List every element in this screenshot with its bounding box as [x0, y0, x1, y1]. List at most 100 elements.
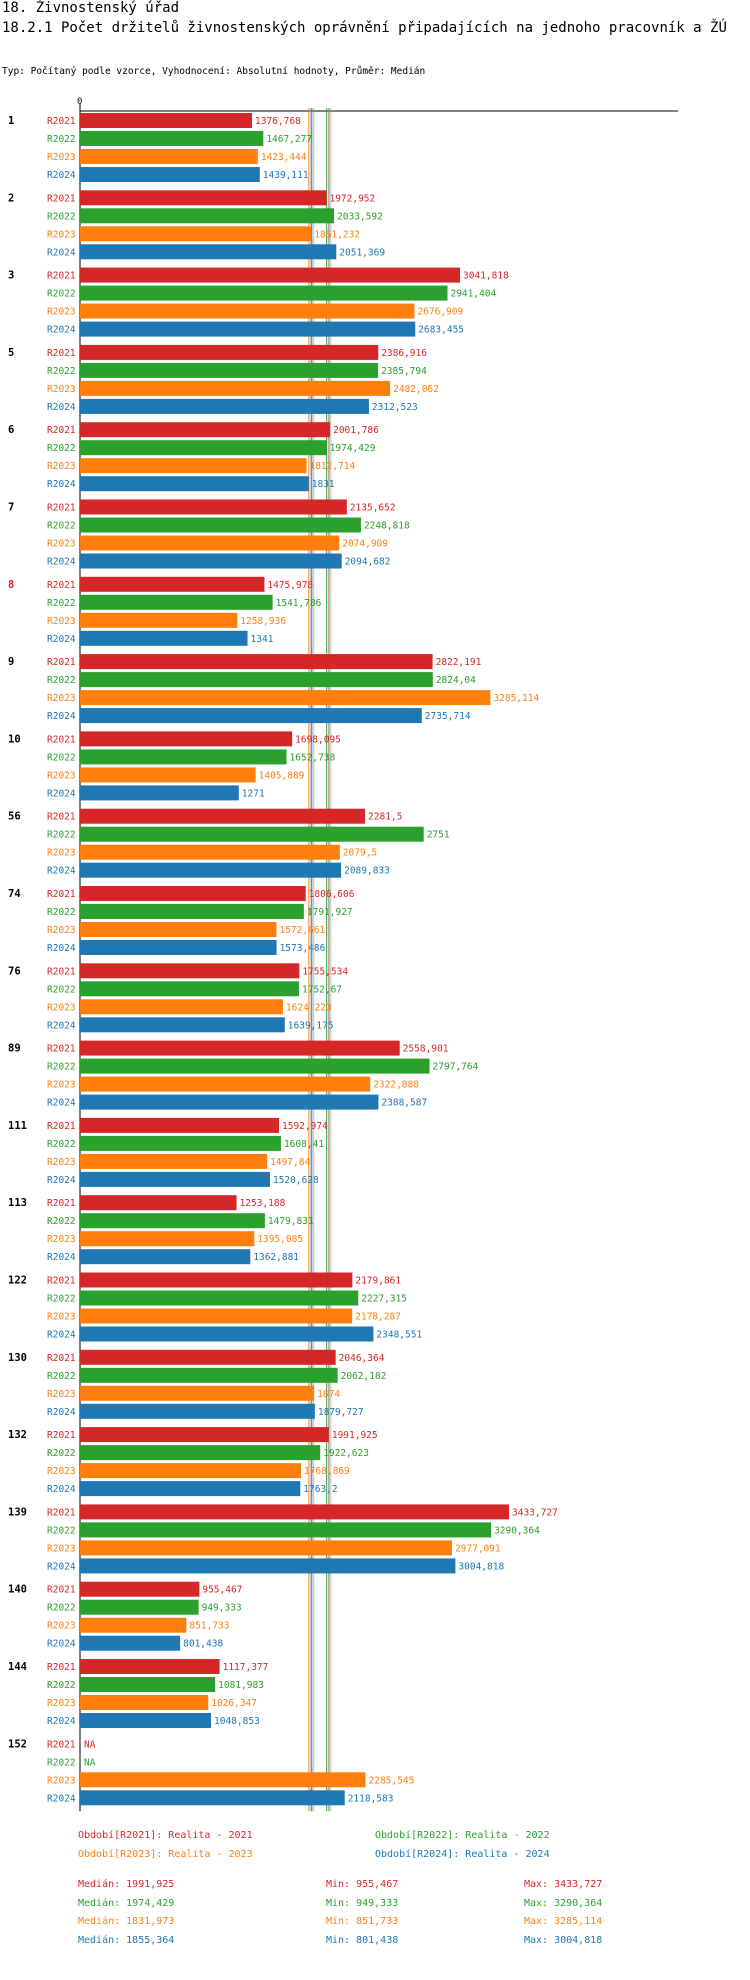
series-row-label: R2024: [47, 1793, 76, 1804]
bar-r2023: [80, 1153, 268, 1169]
data-label: 1026,347: [211, 1698, 257, 1709]
category-label: 76: [8, 965, 21, 977]
data-label: 2941,404: [450, 289, 496, 300]
category-label: 113: [8, 1197, 27, 1209]
data-label: 1081,983: [218, 1680, 264, 1691]
bar-r2024: [80, 708, 422, 724]
series-row-label: R2022: [47, 1294, 76, 1305]
bar-r2021: [80, 1040, 400, 1056]
bar-r2021: [80, 1427, 329, 1443]
bar-r2023: [80, 1308, 353, 1324]
data-label: 1253,188: [240, 1198, 286, 1209]
series-row-label: R2023: [47, 1543, 76, 1554]
bar-r2021: [80, 808, 366, 824]
data-label: 1475,978: [267, 580, 313, 591]
bar-r2022: [80, 440, 327, 456]
series-row-label: R2022: [47, 1216, 76, 1227]
series-row-label: R2021: [47, 1198, 76, 1209]
bar-r2023: [80, 1076, 371, 1092]
data-label: 1639,175: [288, 1020, 334, 1031]
series-row-label: R2022: [47, 443, 76, 454]
bar-r2022: [80, 362, 379, 378]
data-label: 1874: [317, 1389, 340, 1400]
data-label: 1608,41: [284, 1139, 324, 1150]
bar-r2022: [80, 285, 448, 301]
series-row-label: R2021: [47, 1662, 76, 1673]
data-label: 2062,182: [341, 1371, 387, 1382]
data-label: 2386,916: [381, 348, 427, 359]
series-row-label: R2023: [47, 539, 76, 550]
data-label: 1879,727: [318, 1407, 364, 1418]
series-row-label: R2023: [47, 307, 76, 318]
data-label: 1362,881: [253, 1252, 299, 1263]
bar-r2024: [80, 1249, 251, 1265]
bar-r2024: [80, 1558, 456, 1574]
series-row-label: R2024: [47, 1561, 76, 1572]
data-label: 1572,661: [279, 925, 325, 936]
series-row-label: R2021: [47, 657, 76, 668]
category-label: 152: [8, 1738, 27, 1750]
series-row-label: R2024: [47, 325, 76, 336]
series-row-label: R2024: [47, 788, 76, 799]
series-row-label: R2023: [47, 693, 76, 704]
bar-r2022: [80, 904, 304, 919]
data-label: 1812,714: [309, 461, 355, 472]
bar-r2021: [80, 267, 461, 283]
data-label: 1624,223: [286, 1002, 332, 1013]
bar-r2022: [80, 1445, 321, 1461]
series-row-label: R2021: [47, 1739, 76, 1750]
chart-subtitle: Typ: Počítaný podle vzorce, Vyhodnocení:…: [2, 66, 426, 77]
data-label: 1592,974: [282, 1121, 328, 1132]
bar-r2021: [80, 963, 300, 979]
stat-median: Medián: 1855,364: [78, 1934, 175, 1946]
series-row-label: R2024: [47, 170, 76, 181]
series-row-label: R2021: [47, 271, 76, 282]
data-label: 2977,091: [455, 1543, 501, 1554]
bar-r2023: [80, 1772, 366, 1788]
series-row-label: R2024: [47, 943, 76, 954]
series-row-label: R2024: [47, 1484, 76, 1495]
bar-r2021: [80, 1504, 509, 1520]
data-label: 2033,592: [337, 211, 383, 222]
stat-max: Max: 3433,727: [524, 1879, 603, 1890]
series-row-label: R2024: [47, 1407, 76, 1418]
series-row-label: R2024: [47, 1175, 76, 1186]
series-row-label: R2021: [47, 1121, 76, 1132]
data-label: 1497,84: [270, 1157, 310, 1168]
series-row-label: R2023: [47, 616, 76, 627]
data-label: 2227,315: [361, 1294, 407, 1305]
data-label: 2248,818: [364, 521, 410, 532]
data-label: 2558,901: [403, 1044, 449, 1055]
data-label: 1698,095: [295, 734, 341, 745]
series-row-label: R2021: [47, 348, 76, 359]
stat-median: Medián: 1991,925: [78, 1879, 175, 1890]
data-label: NA: [84, 1739, 96, 1750]
series-row-label: R2023: [47, 1389, 76, 1400]
series-row-label: R2021: [47, 1044, 76, 1055]
data-label: 2735,714: [425, 711, 471, 722]
series-row-label: R2024: [47, 1330, 76, 1341]
data-label: 1652,738: [289, 752, 335, 763]
data-label: 2074,909: [342, 539, 388, 550]
data-label: 1423,444: [261, 152, 307, 163]
section-title: 18. Živnostenský úřad: [2, 0, 180, 16]
bar-r2023: [80, 767, 256, 783]
series-row-label: R2022: [47, 752, 76, 763]
bar-r2022: [80, 1677, 216, 1692]
bar-r2024: [80, 476, 309, 492]
data-label: 2751: [427, 830, 450, 841]
series-row-label: R2021: [47, 812, 76, 823]
data-label: 1806,606: [309, 889, 355, 900]
series-row-label: R2023: [47, 1775, 76, 1786]
series-row-label: R2022: [47, 1062, 76, 1073]
data-label: 2683,455: [418, 325, 464, 336]
data-label: 949,333: [202, 1603, 242, 1614]
category-label: 144: [8, 1661, 27, 1673]
series-row-label: R2021: [47, 1276, 76, 1287]
series-row-label: R2023: [47, 1621, 76, 1632]
series-row-label: R2022: [47, 1525, 76, 1536]
data-label: 1991,925: [332, 1430, 378, 1441]
series-row-label: R2021: [47, 734, 76, 745]
data-label: 1520,628: [273, 1175, 319, 1186]
data-label: 1048,853: [214, 1716, 260, 1727]
